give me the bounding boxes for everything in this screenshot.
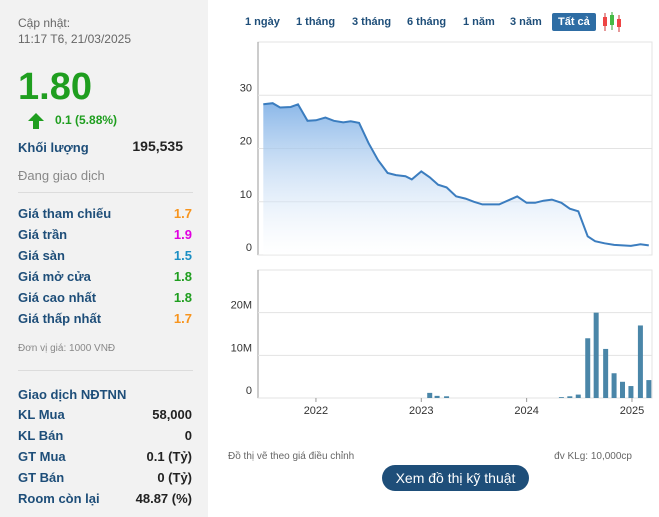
volume-bar: [444, 396, 450, 398]
volume-bar: [603, 348, 609, 398]
price-label: Giá thấp nhất: [18, 311, 102, 326]
x-tick-label: 2025: [620, 405, 644, 417]
period-tab[interactable]: 1 tháng: [296, 16, 336, 28]
x-tick-label: 2024: [514, 405, 538, 417]
technical-chart-button[interactable]: Xem đồ thị kỹ thuật: [382, 465, 529, 491]
y-tick-label: 10: [240, 189, 252, 201]
volume-label: Khối lượng: [18, 140, 89, 155]
volume-bar: [620, 381, 626, 398]
volume-bar: [646, 380, 652, 398]
volume-bar: [611, 373, 617, 398]
foreign-title: Giao dịch NĐTNN: [18, 387, 127, 402]
foreign-label: GT Bán: [18, 470, 65, 485]
price-change: 0.1 (5.88%): [55, 113, 118, 127]
price-value: 1.9: [173, 227, 192, 242]
y-tick-label: 0: [246, 242, 252, 254]
separator: [18, 370, 193, 371]
foreign-value: 48.87 (%): [135, 491, 192, 506]
volume-value: 195,535: [132, 138, 183, 154]
y-tick-label: 20M: [231, 300, 252, 312]
volume-bar: [427, 392, 433, 398]
price-label: Giá mở cửa: [18, 269, 91, 284]
price: 1.80: [18, 66, 92, 108]
price-area: [263, 103, 649, 255]
foreign-label: GT Mua: [18, 449, 66, 464]
period-tab[interactable]: 1 năm: [463, 16, 495, 28]
foreign-value: 58,000: [152, 407, 192, 422]
volume-bar: [628, 386, 634, 398]
unit-note: Đơn vị giá: 1000 VNĐ: [18, 343, 116, 354]
price-value: 1.8: [173, 290, 192, 305]
price-label: Giá cao nhất: [18, 290, 97, 305]
volume-bar: [593, 312, 599, 398]
foreign-value: 0.1 (Tỷ): [146, 449, 192, 464]
separator: [18, 192, 193, 193]
period-tab[interactable]: 3 năm: [510, 16, 542, 28]
x-tick-label: 2022: [304, 405, 328, 417]
foreign-label: Room còn lại: [18, 491, 100, 506]
x-tick-label: 2023: [409, 405, 433, 417]
y-tick-label: 10M: [231, 342, 252, 354]
foreign-value: 0 (Tỷ): [157, 470, 192, 485]
price-label: Giá tham chiếu: [18, 206, 112, 221]
y-tick-label: 30: [240, 82, 252, 94]
footnote-left: Đồ thị vẽ theo giá điều chỉnh: [228, 450, 354, 462]
footnote-right: đv KLg: 10,000cp: [554, 451, 632, 462]
period-tab[interactable]: Tất cả: [552, 13, 596, 31]
volume-bar: [558, 397, 564, 398]
price-value: 1.7: [173, 206, 192, 221]
foreign-label: KL Mua: [18, 407, 65, 422]
volume-bar: [575, 394, 581, 398]
foreign-value: 0: [184, 428, 192, 443]
period-tab[interactable]: 3 tháng: [352, 16, 392, 28]
period-tab[interactable]: 6 tháng: [407, 16, 447, 28]
price-line: [263, 102, 649, 247]
y-tick-label: 20: [240, 136, 252, 148]
price-label: Giá sàn: [18, 248, 65, 263]
foreign-label: KL Bán: [18, 428, 64, 443]
candle-icon[interactable]: [601, 11, 623, 33]
volume-bar: [637, 325, 643, 398]
volume-bar: [567, 396, 573, 398]
up-arrow: [28, 113, 44, 129]
volume-bar: [585, 338, 591, 398]
period-tab[interactable]: 1 ngày: [245, 16, 280, 28]
update-time: 11:17 T6, 21/03/2025: [18, 32, 131, 46]
plot-frame: [257, 269, 653, 399]
volume-bar: [434, 395, 440, 398]
update-label: Cập nhật:: [18, 16, 71, 30]
info-panel: Cập nhật: 11:17 T6, 21/03/2025 1.80 0.1 …: [0, 0, 208, 517]
price-label: Giá trần: [18, 227, 68, 242]
price-value: 1.7: [173, 311, 192, 326]
y-tick-label: 0: [246, 385, 252, 397]
status: Đang giao dịch: [18, 168, 105, 183]
price-value: 1.5: [173, 248, 192, 263]
price-value: 1.8: [173, 269, 192, 284]
